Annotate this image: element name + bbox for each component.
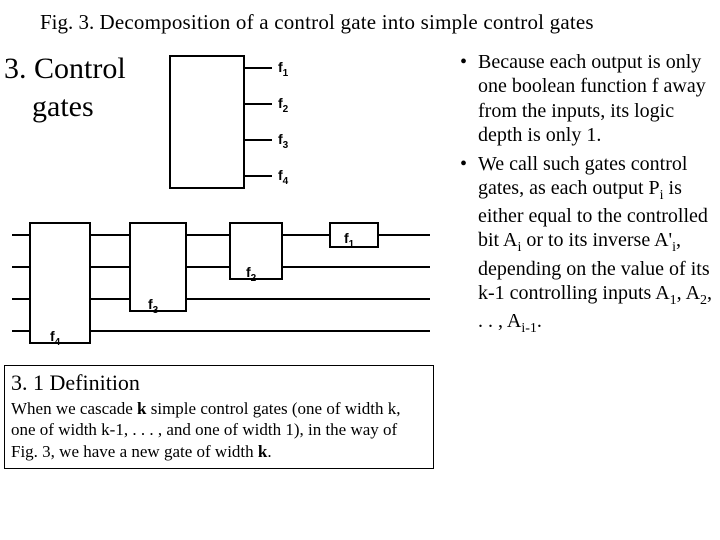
svg-text:f2: f2: [278, 95, 289, 115]
section-heading-line2: gates: [4, 88, 126, 126]
definition-box: 3. 1 Definition When we cascade k simple…: [4, 365, 434, 469]
figure-caption: Fig. 3. Decomposition of a control gate …: [40, 10, 700, 35]
definition-body: When we cascade k simple control gates (…: [11, 398, 427, 462]
svg-text:f1: f1: [278, 59, 289, 79]
caption-body: Decomposition of a control gate into sim…: [100, 10, 594, 34]
bullet-item: We call such gates control gates, as eac…: [460, 152, 720, 337]
caption-prefix: Fig. 3.: [40, 10, 100, 34]
svg-text:f3: f3: [278, 131, 289, 151]
section-heading-line1: 3. Control: [4, 50, 126, 88]
figure-top: f1 f2 f3 f4: [160, 48, 306, 196]
bullet-list: Because each output is only one boolean …: [460, 50, 720, 341]
figure-bottom: f4f3f2f1: [6, 215, 436, 353]
svg-text:f4: f4: [278, 167, 289, 187]
section-heading: 3. Control gates: [4, 50, 126, 125]
bullet-item: Because each output is only one boolean …: [460, 50, 720, 148]
definition-title: 3. 1 Definition: [11, 370, 427, 396]
